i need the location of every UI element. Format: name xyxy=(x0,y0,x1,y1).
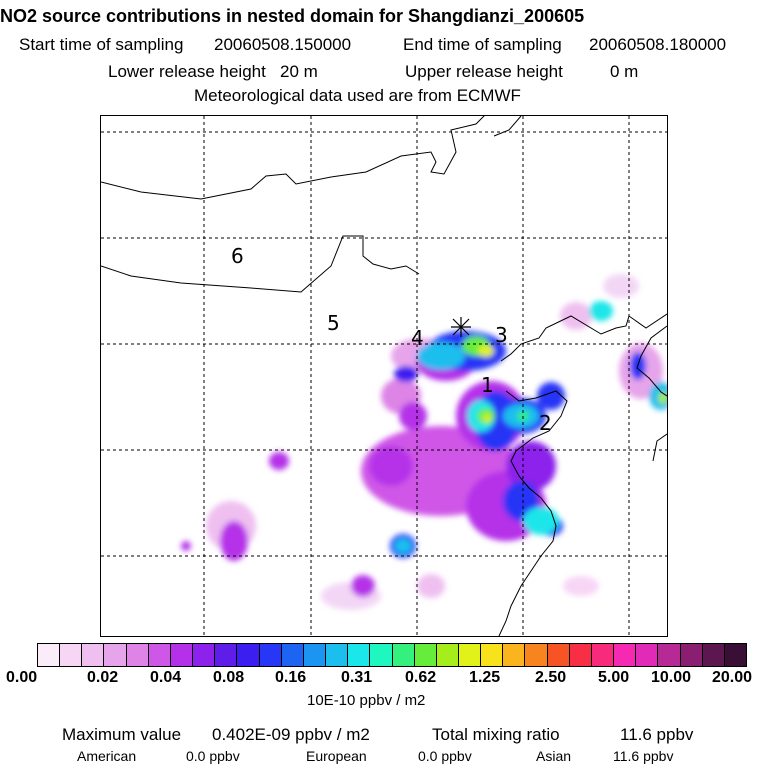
lower-release-value: 20 m xyxy=(280,62,318,81)
color-scale-segment xyxy=(591,644,615,666)
region-label-6: 6 xyxy=(231,244,244,268)
color-scale-segment xyxy=(702,644,725,666)
color-scale-segment xyxy=(481,644,504,666)
scale-label-2: 0.04 xyxy=(150,669,182,686)
color-scale-segment xyxy=(82,644,105,666)
color-scale-segment xyxy=(148,644,171,666)
color-scale-segment xyxy=(503,644,526,666)
color-scale-segment xyxy=(326,644,349,666)
scale-label-7: 1.25 xyxy=(469,669,501,686)
color-scale-segment xyxy=(547,644,570,666)
scale-label-1: 0.02 xyxy=(87,669,119,686)
european-label: European xyxy=(306,748,367,764)
scale-unit: 10E-10 ppbv / m2 xyxy=(307,692,426,709)
european-value: 0.0 ppbv xyxy=(418,748,472,764)
color-scale-segment xyxy=(170,644,194,666)
color-scale-segment xyxy=(614,644,637,666)
end-time-value: 20060508.180000 xyxy=(589,35,727,54)
map-canvas: 1 2 3 4 5 6 xyxy=(101,116,667,636)
max-value-label: Maximum value xyxy=(62,725,182,744)
color-scale-segment xyxy=(724,644,746,666)
scale-label-5: 0.31 xyxy=(341,669,373,686)
color-scale-segment xyxy=(392,644,415,666)
american-value: 0.0 ppbv xyxy=(186,748,240,764)
color-scale-segment xyxy=(658,644,681,666)
color-scale-segment xyxy=(436,644,459,666)
color-scale-segment xyxy=(348,644,371,666)
max-value: 0.402E-09 ppbv / m2 xyxy=(212,725,370,744)
color-scale-segment xyxy=(458,644,482,666)
color-scale-segment xyxy=(104,644,127,666)
color-scale-segment xyxy=(259,644,282,666)
page-title: NO2 source contributions in nested domai… xyxy=(0,6,585,26)
color-scale-segment xyxy=(126,644,149,666)
scale-label-3: 0.08 xyxy=(213,669,245,686)
total-mixing-label: Total mixing ratio xyxy=(432,725,560,744)
color-scale-bar xyxy=(37,643,747,667)
color-scale-segment xyxy=(636,644,659,666)
color-scale-segment xyxy=(193,644,216,666)
color-scale-segment xyxy=(38,644,61,666)
color-scale-segment xyxy=(569,644,592,666)
american-label: American xyxy=(77,748,137,764)
met-data-note: Meteorological data used are from ECMWF xyxy=(194,86,521,105)
coastlines xyxy=(101,116,667,636)
upper-release-value: 0 m xyxy=(610,62,639,81)
map-grid xyxy=(101,116,667,636)
region-label-2: 2 xyxy=(539,411,552,435)
total-mixing-value: 11.6 ppbv xyxy=(620,725,694,744)
color-scale-segment xyxy=(414,644,437,666)
color-scale-segment xyxy=(370,644,393,666)
scale-label-8: 2.50 xyxy=(535,669,567,686)
color-scale-segment xyxy=(303,644,327,666)
color-scale-segment xyxy=(237,644,260,666)
lower-release-label: Lower release height xyxy=(108,62,266,81)
region-label-4: 4 xyxy=(411,326,424,350)
scale-label-0: 0.00 xyxy=(6,669,38,686)
color-scale-segment xyxy=(680,644,703,666)
contribution-map: 1 2 3 4 5 6 xyxy=(100,115,668,637)
color-scale-segment xyxy=(215,644,238,666)
region-labels: 1 2 3 4 5 6 xyxy=(231,244,552,435)
asian-value: 11.6 ppbv xyxy=(613,748,674,764)
scale-label-10: 10.00 xyxy=(651,669,692,686)
asian-label: Asian xyxy=(536,748,572,764)
color-scale-segment xyxy=(281,644,304,666)
region-label-1: 1 xyxy=(481,373,494,397)
upper-release-label: Upper release height xyxy=(405,62,563,81)
scale-label-11: 20.00 xyxy=(712,669,753,686)
start-time-label: Start time of sampling xyxy=(19,35,184,54)
start-time-value: 20060508.150000 xyxy=(214,35,352,54)
scale-label-4: 0.16 xyxy=(275,669,307,686)
concentration-field xyxy=(181,274,667,610)
color-scale-segment xyxy=(60,644,83,666)
region-label-5: 5 xyxy=(327,311,340,335)
end-time-label: End time of sampling xyxy=(403,35,562,54)
region-label-3: 3 xyxy=(495,323,508,347)
scale-label-6: 0.62 xyxy=(405,669,437,686)
color-scale-segment xyxy=(525,644,548,666)
site-marker-icon xyxy=(451,317,471,337)
scale-label-9: 5.00 xyxy=(598,669,630,686)
